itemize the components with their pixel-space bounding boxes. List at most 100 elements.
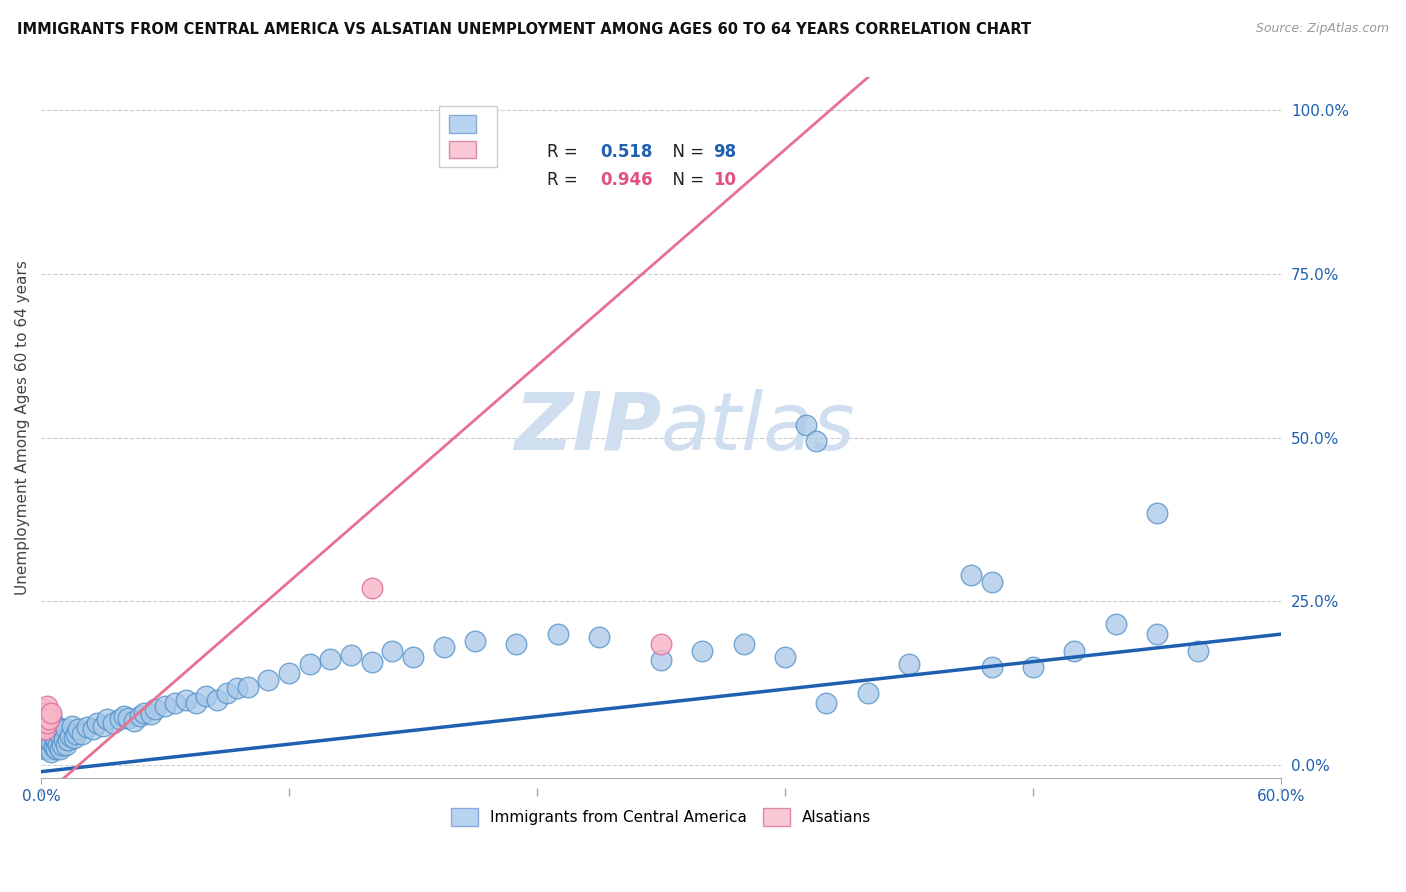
- Point: [205, 692, 228, 706]
- Point: [650, 653, 672, 667]
- Point: [298, 657, 321, 671]
- Point: [34, 722, 56, 736]
- Point: [856, 686, 879, 700]
- Point: [980, 660, 1002, 674]
- Point: [340, 648, 363, 662]
- Point: [650, 637, 672, 651]
- Point: [588, 631, 610, 645]
- Point: [41, 717, 63, 731]
- Point: [45, 741, 67, 756]
- Point: [360, 582, 382, 596]
- Point: [60, 719, 83, 733]
- Text: IMMIGRANTS FROM CENTRAL AMERICA VS ALSATIAN UNEMPLOYMENT AMONG AGES 60 TO 64 YEA: IMMIGRANTS FROM CENTRAL AMERICA VS ALSAT…: [17, 22, 1031, 37]
- Text: ZIP: ZIP: [513, 389, 661, 467]
- Point: [46, 739, 69, 753]
- Point: [38, 714, 60, 728]
- Point: [433, 640, 456, 655]
- Point: [42, 739, 65, 754]
- Point: [48, 729, 70, 743]
- Point: [37, 719, 59, 733]
- Text: 0.946: 0.946: [600, 171, 652, 189]
- Point: [86, 715, 108, 730]
- Point: [32, 729, 55, 743]
- Point: [38, 724, 60, 739]
- Point: [236, 680, 259, 694]
- Point: [37, 739, 59, 753]
- Point: [112, 709, 135, 723]
- Point: [143, 702, 166, 716]
- Point: [45, 731, 67, 746]
- Point: [34, 715, 56, 730]
- Point: [1146, 506, 1168, 520]
- Point: [184, 696, 207, 710]
- Point: [82, 722, 104, 736]
- Text: 10: 10: [713, 171, 735, 189]
- Point: [898, 657, 921, 671]
- Point: [55, 739, 77, 753]
- Point: [139, 706, 162, 721]
- Point: [42, 731, 65, 745]
- Point: [41, 745, 63, 759]
- Point: [34, 741, 56, 756]
- Point: [56, 733, 79, 747]
- Point: [37, 729, 59, 743]
- Point: [1187, 643, 1209, 657]
- Point: [278, 666, 301, 681]
- Point: [1146, 627, 1168, 641]
- Point: [55, 722, 77, 736]
- Point: [402, 650, 425, 665]
- Point: [59, 729, 82, 743]
- Point: [464, 633, 486, 648]
- Point: [42, 720, 65, 734]
- Point: [505, 637, 527, 651]
- Point: [52, 731, 75, 746]
- Text: Source: ZipAtlas.com: Source: ZipAtlas.com: [1256, 22, 1389, 36]
- Point: [815, 696, 838, 710]
- Point: [48, 741, 70, 756]
- Text: R =: R =: [547, 143, 583, 161]
- Point: [547, 627, 569, 641]
- Point: [165, 696, 187, 710]
- Point: [257, 673, 280, 687]
- Point: [41, 709, 63, 723]
- Point: [32, 722, 55, 736]
- Y-axis label: Unemployment Among Ages 60 to 64 years: Unemployment Among Ages 60 to 64 years: [15, 260, 30, 595]
- Point: [153, 699, 176, 714]
- Point: [1063, 643, 1085, 657]
- Text: atlas: atlas: [661, 389, 856, 467]
- Point: [37, 715, 59, 730]
- Point: [103, 715, 125, 730]
- Text: 98: 98: [713, 143, 735, 161]
- Point: [980, 574, 1002, 589]
- Point: [67, 722, 90, 736]
- Point: [226, 681, 249, 695]
- Point: [733, 637, 755, 651]
- Point: [45, 719, 67, 733]
- Point: [960, 568, 983, 582]
- Point: [692, 643, 714, 657]
- Point: [37, 699, 59, 714]
- Point: [41, 735, 63, 749]
- Text: 0.518: 0.518: [600, 143, 652, 161]
- Point: [37, 712, 59, 726]
- Point: [72, 727, 94, 741]
- Point: [32, 719, 55, 733]
- Point: [34, 709, 56, 723]
- Point: [773, 650, 796, 665]
- Point: [65, 727, 87, 741]
- Point: [319, 652, 342, 666]
- Point: [174, 692, 197, 706]
- Point: [134, 706, 156, 720]
- Point: [32, 702, 55, 716]
- Point: [38, 712, 60, 726]
- Point: [34, 722, 56, 736]
- Point: [34, 731, 56, 746]
- Point: [96, 712, 118, 726]
- Text: N =: N =: [662, 143, 710, 161]
- Text: R =: R =: [547, 171, 583, 189]
- Point: [76, 720, 98, 734]
- Point: [360, 655, 382, 669]
- Point: [804, 434, 827, 448]
- Point: [217, 686, 239, 700]
- Point: [51, 739, 73, 753]
